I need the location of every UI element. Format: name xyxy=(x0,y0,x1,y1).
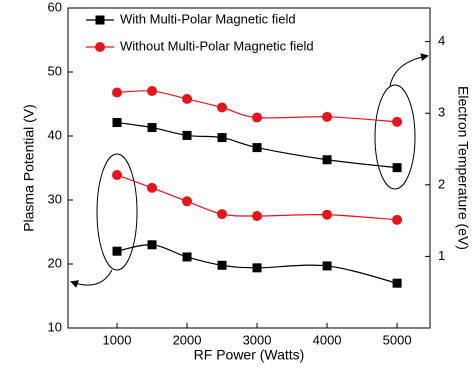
legend-label: Without Multi-Polar Magnetic field xyxy=(120,38,314,53)
y-tick-label: 10 xyxy=(48,319,62,334)
y-tick-label: 30 xyxy=(48,191,62,206)
y-tick-label: 60 xyxy=(48,0,62,14)
x-tick-label: 5000 xyxy=(383,332,412,347)
marker xyxy=(147,182,158,193)
marker xyxy=(147,86,158,97)
marker xyxy=(182,93,193,104)
annotation-arrow xyxy=(389,53,429,87)
marker xyxy=(322,155,332,165)
marker xyxy=(252,143,262,153)
x-tick-label: 1000 xyxy=(103,332,132,347)
marker xyxy=(147,123,157,133)
marker xyxy=(217,102,228,113)
legend-label: With Multi-Polar Magnetic field xyxy=(120,11,296,26)
y2-tick-label: 3 xyxy=(438,105,445,120)
marker xyxy=(182,252,192,262)
legend-marker xyxy=(95,42,105,52)
annotation-ellipse xyxy=(374,84,416,190)
x-tick-label: 2000 xyxy=(173,332,202,347)
marker xyxy=(322,111,333,122)
annotation-arrow xyxy=(70,269,113,288)
y2-tick-label: 2 xyxy=(438,176,445,191)
y-tick-label: 20 xyxy=(48,255,62,270)
y2-tick-label: 4 xyxy=(438,33,445,48)
marker xyxy=(392,116,403,127)
y-tick-label: 40 xyxy=(48,127,62,142)
marker xyxy=(182,196,193,207)
y-axis-label: Plasma Potential (V) xyxy=(21,104,37,232)
marker xyxy=(252,263,262,273)
x-tick-label: 3000 xyxy=(243,332,272,347)
marker xyxy=(112,170,123,181)
marker xyxy=(217,133,227,143)
marker xyxy=(182,130,192,140)
y2-tick-label: 1 xyxy=(438,248,445,263)
y2-axis-label: Electron Temperature (eV) xyxy=(455,86,471,250)
marker xyxy=(147,240,157,250)
y-tick-label: 50 xyxy=(48,63,62,78)
marker xyxy=(392,214,403,225)
marker xyxy=(322,261,332,271)
marker xyxy=(217,209,228,220)
marker xyxy=(112,118,122,128)
x-axis-label: RF Power (Watts) xyxy=(194,347,305,363)
marker xyxy=(112,87,123,98)
marker xyxy=(252,112,263,123)
marker xyxy=(392,278,402,288)
marker xyxy=(217,260,227,270)
plot-frame xyxy=(67,7,431,329)
x-tick-label: 4000 xyxy=(313,332,342,347)
marker xyxy=(322,209,333,220)
marker xyxy=(252,211,263,221)
annotation-ellipse xyxy=(96,153,138,271)
legend-marker xyxy=(95,15,105,25)
marker xyxy=(392,163,402,173)
marker xyxy=(112,246,122,256)
